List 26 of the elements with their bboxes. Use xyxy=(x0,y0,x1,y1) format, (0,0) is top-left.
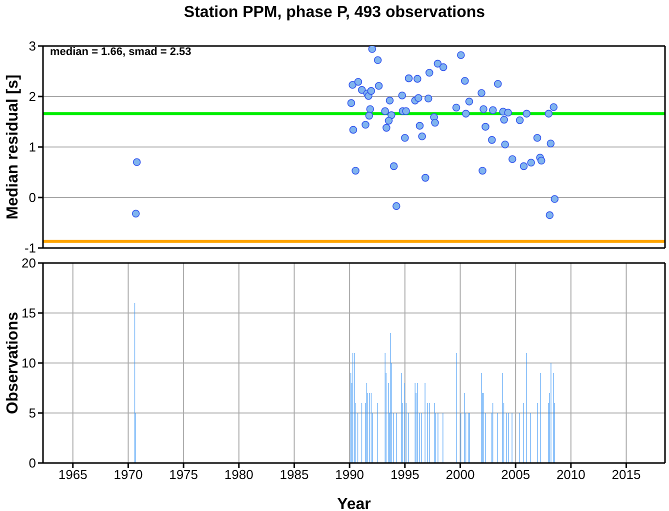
y-tick-label: 15 xyxy=(22,306,36,321)
x-tick-label: 1990 xyxy=(335,467,364,482)
y-tick-label: 3 xyxy=(28,38,36,54)
x-axis-title: Year xyxy=(337,496,371,511)
x-tick-label: 2010 xyxy=(556,467,586,482)
y-tick-label: 0 xyxy=(28,456,36,471)
x-tick-label: 1980 xyxy=(224,467,254,482)
y-tick-label: -1 xyxy=(24,240,36,256)
y-tick-label: 1 xyxy=(28,140,36,155)
x-tick-label: 2005 xyxy=(501,467,530,482)
y-tick-label: 20 xyxy=(22,256,36,271)
x-tick-label: 1965 xyxy=(58,467,88,482)
y-tick-label: 5 xyxy=(28,406,36,421)
x-tick-label: 1975 xyxy=(169,467,198,482)
y-axis-title: Observations xyxy=(4,312,22,414)
x-tick-label: 2000 xyxy=(446,467,475,482)
y-axis-title: Median residual [s] xyxy=(4,74,22,220)
y-tick-label: 0 xyxy=(28,190,36,206)
x-tick-label: 1985 xyxy=(280,467,309,482)
annotation: median = 1.66, smad = 2.53 xyxy=(50,46,192,58)
chart-title: Station PPM, phase P, 493 observations xyxy=(182,4,486,22)
y-tick-label: 10 xyxy=(22,356,36,371)
x-tick-label: 1970 xyxy=(114,467,143,482)
y-tick-label: 2 xyxy=(28,89,36,104)
x-tick-label: 2015 xyxy=(612,467,641,482)
x-tick-label: 1995 xyxy=(390,467,420,482)
